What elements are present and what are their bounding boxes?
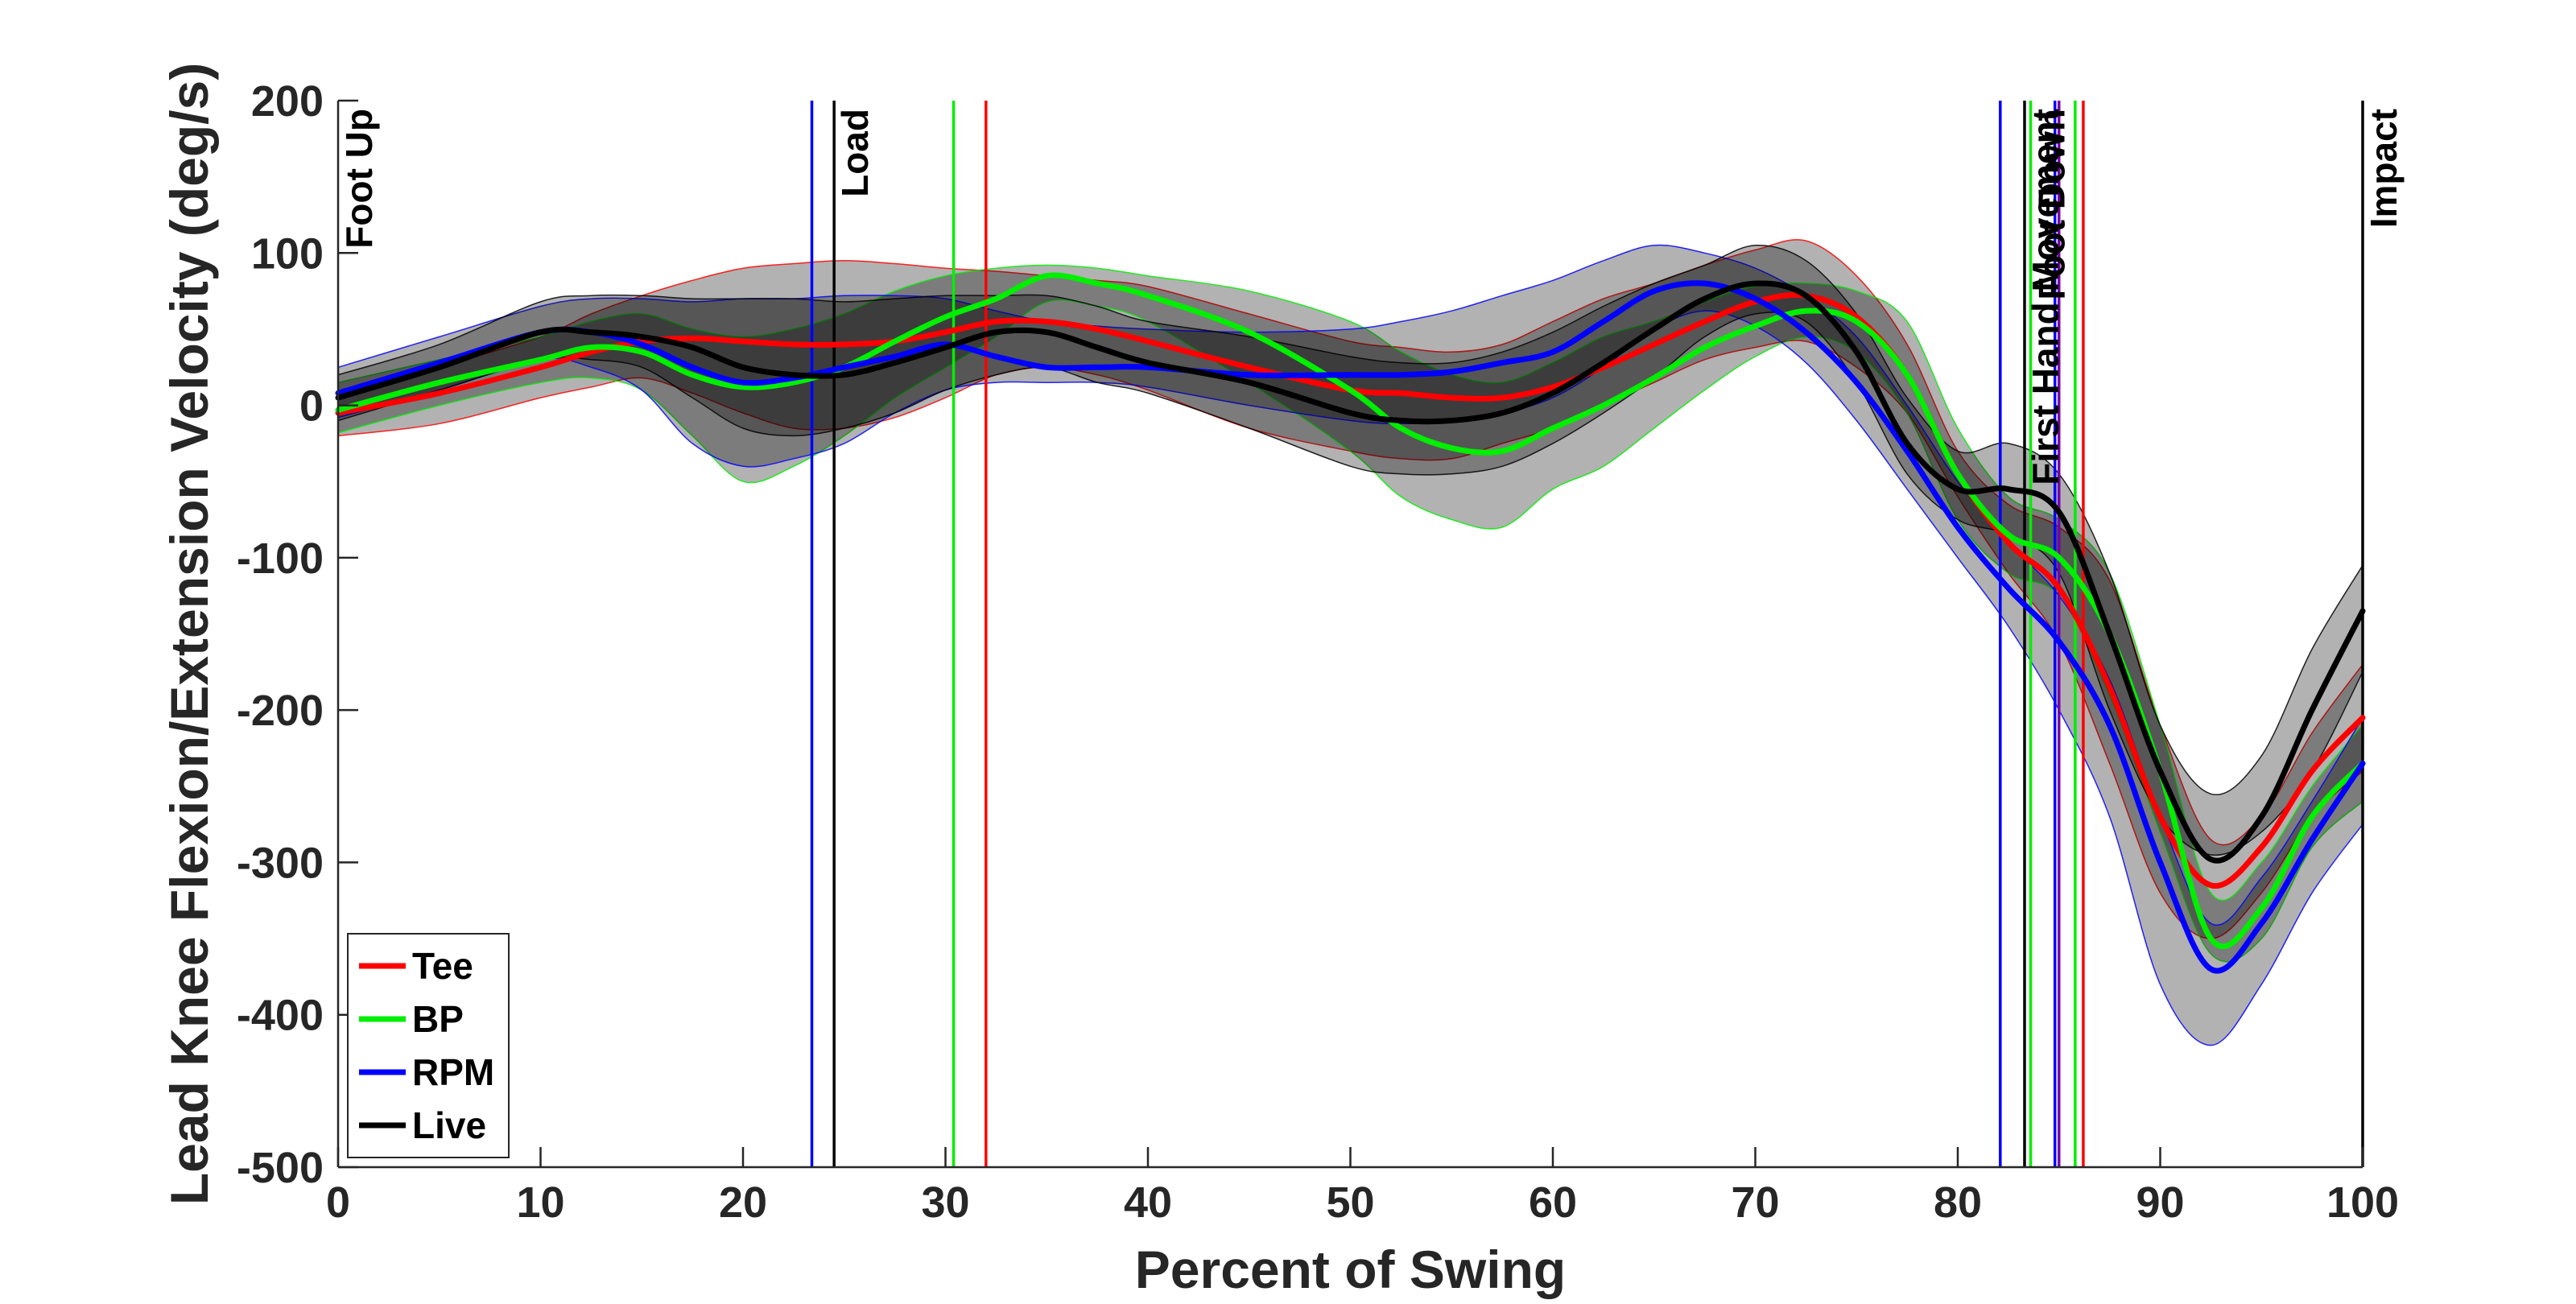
x-tick-label: 10 <box>516 1178 564 1227</box>
legend-label-tee: Tee <box>412 945 473 987</box>
axes <box>336 99 2364 1169</box>
y-tick-label: -400 <box>237 992 324 1040</box>
event-label-foot-up: Foot Up <box>338 109 380 249</box>
event-label-impact: Impact <box>2363 109 2405 228</box>
x-tick-label: 20 <box>719 1178 767 1227</box>
legend-box <box>347 933 510 1158</box>
y-tick-label: 200 <box>251 77 324 126</box>
x-tick-label: 70 <box>1731 1178 1779 1227</box>
band-rpm <box>337 244 2363 1046</box>
y-tick-label: 0 <box>299 382 324 431</box>
tick-labels: 0 10 20 30 40 50 60 70 80 90 100 -500 -400 -300 -200 -1… <box>237 77 2399 1227</box>
event-label-foot-down: Foot Down <box>2031 109 2073 300</box>
error-bands <box>337 239 2363 1046</box>
x-tick-label: 60 <box>1529 1178 1577 1227</box>
event-label-first-hand-movement: First Hand Movement <box>2025 109 2066 485</box>
x-tick-label: 0 <box>326 1178 350 1227</box>
line-tee <box>335 291 2366 889</box>
event-label-load: Load <box>834 109 876 197</box>
legend-label-live: Live <box>412 1104 486 1146</box>
legend: Tee BP RPM Live <box>347 933 510 1158</box>
x-tick-label: 100 <box>2326 1178 2399 1227</box>
x-tick-label: 50 <box>1326 1178 1374 1227</box>
y-tick-label: -500 <box>237 1144 324 1192</box>
y-tick-label: -200 <box>237 687 324 735</box>
y-axis-label: Lead Knee Flexion/Extension Velocity (de… <box>159 63 219 1205</box>
x-axis-label: Percent of Swing <box>1135 1240 1566 1299</box>
y-tick-label: -100 <box>237 534 324 583</box>
series-lines <box>335 272 2366 974</box>
y-tick-label: 100 <box>251 229 324 278</box>
y-tick-label: -300 <box>237 839 324 887</box>
x-tick-label: 30 <box>921 1178 969 1227</box>
line-rpm <box>335 280 2366 974</box>
x-tick-label: 90 <box>2136 1178 2184 1227</box>
x-tick-label: 40 <box>1124 1178 1172 1227</box>
x-tick-label: 80 <box>1934 1178 1982 1227</box>
band-bp <box>337 264 2363 963</box>
legend-label-rpm: RPM <box>412 1051 494 1093</box>
line-live <box>335 280 2366 864</box>
legend-label-bp: BP <box>412 998 464 1040</box>
